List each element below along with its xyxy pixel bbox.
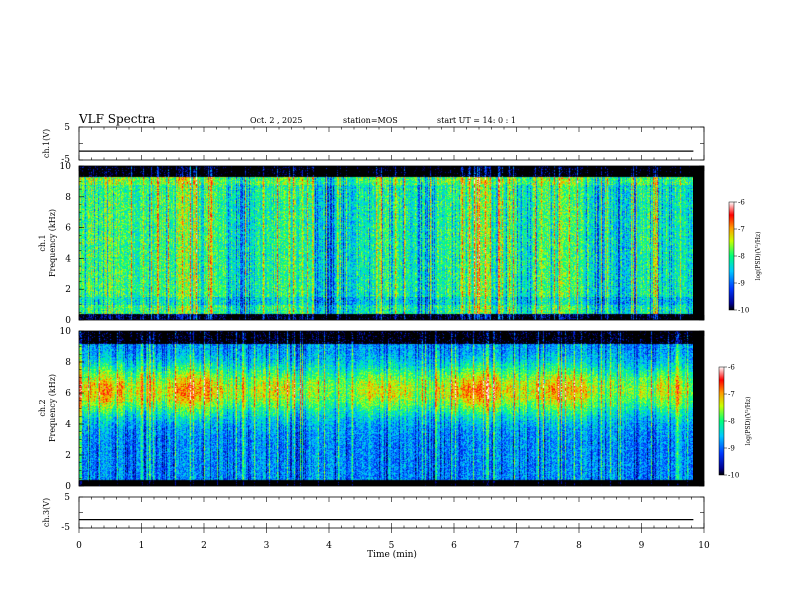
ch3-ytick-top: 5: [64, 493, 70, 503]
x-tick-label: 1: [139, 541, 145, 551]
ch1-spectrogram-panel: 0 2 4 6 8 10 ch.1 Frequency (kHz): [38, 162, 705, 326]
ch1-ytick-label: 0: [65, 316, 71, 326]
ch1-colorbar-tick-label: -6: [738, 199, 745, 207]
ch1-colorbar-tick-label: -10: [738, 307, 749, 315]
ch1-frequency-label: Frequency (kHz): [48, 209, 57, 277]
ch2-ytick-label: 10: [60, 327, 72, 337]
ch2-ytick-label: 6: [65, 389, 71, 399]
ch2-colorbar-tick-label: -10: [728, 472, 739, 480]
ch2-channel-label: ch.2: [38, 399, 47, 416]
ch1-colorbar-tick-label: -9: [738, 280, 745, 288]
ch1-colorbar-gradient: [728, 201, 735, 311]
ch2-ytick-label: 2: [65, 451, 71, 461]
ch1-spectrogram-image: [79, 166, 693, 320]
ch1-ytick-top: 5: [64, 123, 70, 133]
x-tick-label: 4: [326, 541, 332, 551]
x-axis-label: Time (min): [367, 549, 417, 560]
ch1-ytick-label: 2: [65, 285, 71, 295]
figure-title: VLF Spectra: [78, 112, 155, 126]
ch1-colorbar: -6 -7 -8 -9 -10 log(PSD)(V²/Hz): [728, 199, 762, 315]
ch2-ytick-label: 0: [65, 482, 71, 492]
ch2-colorbar-tick-label: -6: [728, 364, 735, 372]
x-tick-label: 0: [76, 541, 82, 551]
ch2-colorbar-tick-label: -7: [728, 391, 735, 399]
ch1-colorbar-tick-label: -7: [738, 226, 745, 234]
ch2-spectrogram-panel: 0 2 4 6 8 10 ch.2 Frequency (kHz): [38, 327, 705, 492]
ch3-waveform-ylabel: ch.3(V): [42, 498, 51, 527]
ch1-ytick-label: 6: [65, 224, 71, 234]
ch1-ytick-label: 4: [65, 254, 71, 264]
x-tick-label: 10: [698, 541, 710, 551]
date-label: Oct. 2 , 2025: [250, 116, 302, 125]
x-tick-label: 8: [576, 541, 582, 551]
ch1-colorbar-label: log(PSD)(V²/Hz): [755, 232, 762, 281]
ch1-waveform-ylabel: ch.1(V): [42, 129, 51, 158]
ch2-ytick-label: 4: [65, 420, 71, 430]
x-axis-ticks: [78, 127, 705, 533]
station-label: station=MOS: [343, 116, 398, 125]
x-tick-label: 5: [389, 541, 395, 551]
ch1-ytick-bottom: -5: [61, 155, 70, 165]
x-tick-label: 3: [264, 541, 270, 551]
ch2-frequency-label: Frequency (kHz): [48, 374, 57, 442]
ch1-channel-label: ch.1: [38, 234, 47, 251]
start-time-label: start UT = 14: 0 : 1: [437, 116, 516, 125]
ch2-colorbar: -6 -7 -8 -9 -10 log(PSD)(V²/Hz): [718, 364, 752, 480]
x-tick-label: 9: [639, 541, 645, 551]
x-tick-label: 7: [514, 541, 520, 551]
ch1-colorbar-tick-label: -8: [738, 253, 745, 261]
ch1-ytick-label: 8: [65, 193, 71, 203]
ch2-colorbar-tick-label: -8: [728, 418, 735, 426]
x-tick-label: 6: [451, 541, 457, 551]
ch2-colorbar-label: log(PSD)(V²/Hz): [745, 397, 752, 446]
x-axis-tick-labels: 0 1 2 3 4 5 6 7 8 9 10: [76, 541, 710, 551]
x-tick-label: 2: [201, 541, 207, 551]
ch1-ytick-label: 10: [60, 162, 72, 172]
ch2-colorbar-tick-label: -9: [728, 445, 735, 453]
ch2-colorbar-gradient: [718, 366, 725, 476]
ch2-ytick-label: 8: [65, 358, 71, 368]
ch2-spectrogram-image: [79, 331, 693, 486]
ch3-ytick-bottom: -5: [61, 523, 70, 533]
